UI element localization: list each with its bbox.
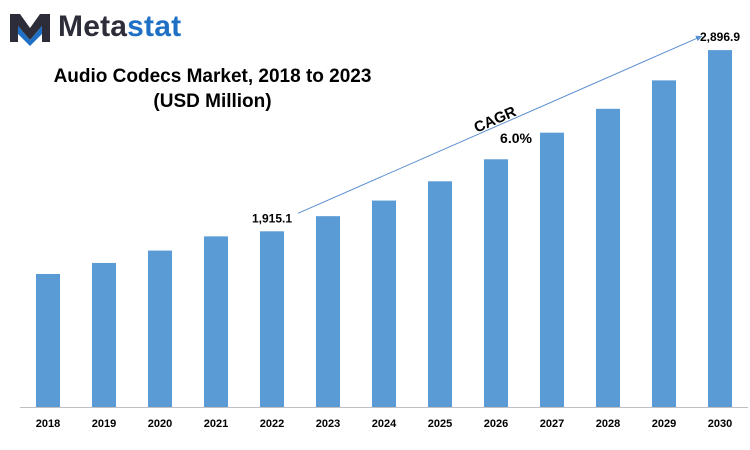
x-tick-label-2028: 2028 bbox=[596, 418, 620, 430]
bar-2018 bbox=[36, 273, 60, 407]
bar-2029 bbox=[652, 80, 676, 408]
x-tick-label-2018: 2018 bbox=[36, 418, 60, 430]
bar-2023 bbox=[316, 216, 340, 407]
bar-2024 bbox=[372, 200, 396, 407]
brand-name-blue: stat bbox=[127, 10, 182, 43]
x-tick-label-2029: 2029 bbox=[652, 418, 676, 430]
metastat-m-logo-icon bbox=[10, 14, 50, 46]
data-label-2030: 2,896.9 bbox=[700, 30, 740, 44]
bar-2028 bbox=[596, 108, 620, 407]
chart-subtitle: (USD Million) bbox=[153, 91, 272, 112]
chart-title: Audio Codecs Market, 2018 to 2023 bbox=[53, 66, 372, 87]
x-tick-label-2024: 2024 bbox=[372, 418, 397, 430]
cagr-value: 6.0% bbox=[500, 130, 532, 146]
x-tick-label-2019: 2019 bbox=[92, 418, 116, 430]
bar-2022 bbox=[260, 231, 284, 407]
data-label-2022: 1,915.1 bbox=[252, 211, 292, 225]
brand-name: Metastat bbox=[58, 10, 181, 44]
x-tick-label-2021: 2021 bbox=[204, 418, 228, 430]
x-tick-label-2020: 2020 bbox=[148, 418, 172, 430]
bar-2020 bbox=[148, 250, 172, 407]
bar-2027 bbox=[540, 132, 564, 408]
x-tick-label-2026: 2026 bbox=[484, 418, 508, 430]
brand-name-dark: Meta bbox=[58, 10, 128, 43]
x-tick-label-2022: 2022 bbox=[260, 418, 284, 430]
x-tick-label-2030: 2030 bbox=[708, 418, 732, 430]
cagr-arrow bbox=[297, 35, 703, 214]
bar-2030 bbox=[708, 50, 732, 407]
x-tick-label-2025: 2025 bbox=[428, 418, 452, 430]
brand-logo: Metastat bbox=[8, 8, 181, 46]
bar-2019 bbox=[92, 262, 116, 407]
x-tick-label-2023: 2023 bbox=[316, 418, 340, 430]
bar-2026 bbox=[484, 159, 508, 407]
chart-title-block: Audio Codecs Market, 2018 to 2023 (USD M… bbox=[35, 64, 390, 114]
bar-2025 bbox=[428, 181, 452, 407]
x-tick-label-2027: 2027 bbox=[540, 418, 564, 430]
bar-2021 bbox=[204, 236, 228, 407]
